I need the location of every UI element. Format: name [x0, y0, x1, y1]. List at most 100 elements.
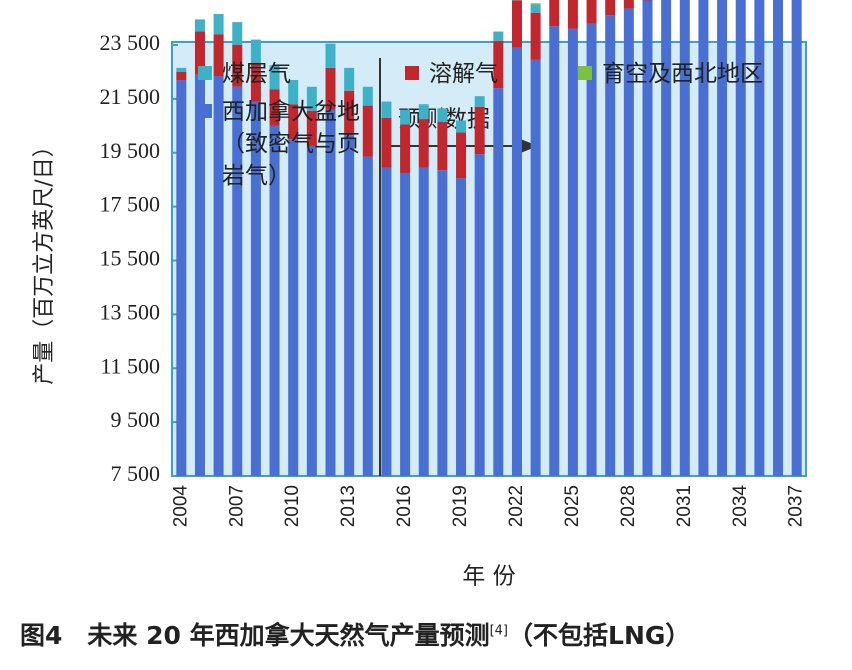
- bar-segment: [232, 45, 243, 87]
- bar-segment: [586, 23, 597, 476]
- legend-label: 煤层气: [222, 61, 291, 87]
- bar-segment: [623, 8, 634, 477]
- bar-segment: [418, 104, 429, 120]
- bar-segment: [437, 108, 448, 122]
- y-tick-label: 19 500: [100, 138, 161, 163]
- bar-segment: [605, 15, 616, 477]
- bar-segment: [213, 14, 224, 35]
- legend-swatch: [405, 66, 419, 80]
- bar-segment: [679, 0, 690, 477]
- bar-segment: [474, 106, 485, 155]
- bar-segment: [474, 154, 485, 477]
- bar-segment: [362, 86, 373, 106]
- bar-segment: [381, 101, 392, 118]
- bar-segment: [456, 178, 467, 476]
- x-axis-label: 年 份: [462, 564, 515, 590]
- bar-segment: [344, 135, 355, 476]
- bar-segment: [250, 63, 261, 102]
- bar-segment: [530, 3, 541, 5]
- bar-segment: [623, 0, 634, 9]
- bar-segment: [642, 0, 653, 476]
- bar-segment: [474, 96, 485, 107]
- bar-segment: [567, 28, 578, 477]
- legend-label: 育空及西北地区: [602, 61, 763, 87]
- bar-segment: [194, 31, 205, 75]
- bar-segment: [325, 43, 336, 68]
- legend-swatch: [198, 104, 212, 118]
- bar-segment: [400, 172, 411, 476]
- bar-segment: [176, 71, 187, 81]
- bar-segment: [269, 125, 280, 476]
- y-tick-label: 7 500: [111, 461, 161, 486]
- bar-segment: [194, 19, 205, 32]
- x-tick-label: 2016: [394, 485, 415, 527]
- y-tick-label: 21 500: [100, 84, 161, 109]
- x-tick-label: 2007: [226, 485, 247, 527]
- bar-segment: [400, 124, 411, 173]
- bar-segment: [325, 109, 336, 477]
- bar-segment: [642, 0, 653, 1]
- legend-swatch: [198, 66, 212, 80]
- bar-segment: [511, 0, 522, 48]
- bar-segment: [511, 47, 522, 476]
- bar-segment: [288, 104, 299, 140]
- y-tick-label: 13 500: [100, 299, 161, 324]
- bar-segment: [791, 0, 802, 476]
- bar-segment: [213, 75, 224, 477]
- bar-segment: [456, 120, 467, 133]
- arrow-head: [518, 138, 538, 154]
- y-tick-label: 9 500: [111, 407, 161, 432]
- bar-segment: [773, 0, 784, 476]
- bar-segment: [232, 22, 243, 45]
- x-tick-label: 2034: [730, 485, 751, 528]
- x-tick-label: 2004: [170, 485, 191, 528]
- caption-text: 图4 未来 20 年西加拿大天然气产量预测: [20, 621, 490, 650]
- bar-segment: [418, 167, 429, 477]
- bar-segment: [381, 167, 392, 477]
- bar-segment: [549, 26, 560, 477]
- bar-segment: [362, 105, 373, 157]
- y-tick-label: 23 500: [100, 30, 161, 55]
- bar-segment: [698, 0, 709, 476]
- bar-segment: [530, 12, 541, 60]
- bar-segment: [306, 86, 317, 111]
- y-tick-label: 11 500: [100, 353, 160, 378]
- legend-item: 溶解气: [405, 58, 575, 90]
- bar-segment: [418, 119, 429, 168]
- bar-segment: [493, 88, 504, 476]
- bar-segment: [493, 31, 504, 41]
- bar-segment: [586, 0, 597, 24]
- bar-segment: [549, 0, 560, 27]
- bar-segment: [735, 0, 746, 476]
- legend-label: 溶解气: [429, 61, 498, 87]
- caption-note: （不包括LNG）: [508, 621, 691, 650]
- caption: 图4 未来 20 年西加拿大天然气产量预测[4]（不包括LNG）: [20, 616, 690, 652]
- bar-segment: [717, 0, 728, 476]
- bar-segment: [194, 74, 205, 476]
- legend-label: 西加拿大盆地（致密气与页岩气）: [222, 99, 360, 189]
- bar-segment: [176, 80, 187, 477]
- y-tick-label: 15 500: [100, 246, 161, 271]
- bar-segment: [288, 80, 299, 105]
- bar-segment: [176, 67, 187, 72]
- x-tick-label: 2019: [450, 485, 471, 527]
- bar-segment: [232, 86, 243, 477]
- bar-segment: [250, 101, 261, 476]
- bar-segment: [437, 170, 448, 476]
- bar-segment: [754, 0, 765, 477]
- bar-segment: [437, 121, 448, 171]
- bar-segment: [213, 34, 224, 76]
- x-tick-label: 2022: [506, 485, 527, 527]
- bar-segment: [306, 110, 317, 147]
- bar-segment: [605, 0, 616, 16]
- x-tick-label: 2028: [618, 485, 639, 527]
- y-axis-label: 产量（百万立方英尺/日）: [32, 135, 57, 384]
- bar-segment: [344, 67, 355, 91]
- y-tick-label: 17 500: [100, 192, 161, 217]
- legend-item: 煤层气: [198, 58, 368, 90]
- bar-segment: [400, 109, 411, 125]
- x-tick-label: 2013: [338, 485, 359, 527]
- bar-segment: [530, 59, 541, 477]
